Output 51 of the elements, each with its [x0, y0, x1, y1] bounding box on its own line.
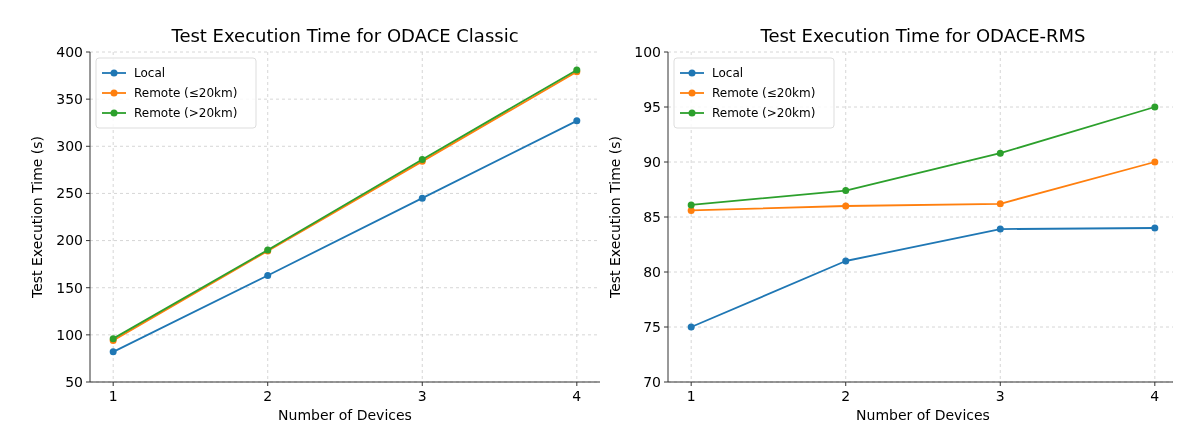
x-axis-title: Number of Devices: [278, 407, 412, 423]
x-tick-label: 1: [108, 388, 118, 404]
chart-title: Test Execution Time for ODACE Classic: [170, 25, 519, 46]
y-tick-label: 95: [643, 98, 661, 115]
y-tick-label: 80: [643, 263, 661, 280]
y-tick-label: 350: [56, 91, 83, 108]
y-axis-title: Test Execution Time (s): [607, 135, 623, 300]
legend-label: Remote (>20km): [134, 106, 238, 121]
y-tick-label: 250: [56, 185, 83, 202]
y-tick-label: 100: [56, 326, 83, 343]
y-tick-label: 75: [643, 318, 661, 335]
point: [1151, 224, 1159, 232]
y-tick-label: 400: [56, 43, 83, 60]
x-tick-label: 4: [572, 388, 582, 404]
y-axis-title: Test Execution Time (s): [29, 135, 45, 300]
legend-label: Local: [712, 66, 744, 81]
point: [996, 200, 1004, 208]
point: [687, 206, 695, 214]
x-tick-label: 1: [686, 388, 696, 404]
y-tick-label: 70: [643, 373, 661, 390]
point: [1151, 158, 1159, 166]
y-tick-label: 85: [643, 208, 661, 225]
point: [264, 271, 272, 279]
point: [418, 194, 426, 202]
point: [687, 323, 695, 331]
x-tick-label: 2: [841, 388, 851, 404]
y-tick-label: 90: [643, 153, 661, 170]
point: [687, 201, 695, 209]
point: [842, 187, 850, 195]
legend-label: Local: [134, 66, 166, 81]
x-tick-label: 3: [995, 388, 1005, 404]
point: [996, 149, 1004, 157]
y-tick-label: 150: [56, 279, 83, 296]
legend-label: Remote (≤20km): [712, 86, 816, 101]
y-tick-label: 200: [56, 232, 83, 249]
point: [1151, 103, 1159, 111]
x-tick-label: 3: [417, 388, 427, 404]
legend-label: Remote (≤20km): [134, 86, 238, 101]
legend-label: Remote (>20km): [712, 106, 816, 121]
point: [996, 225, 1004, 233]
y-tick-label: 300: [56, 138, 83, 155]
x-axis-title: Number of Devices: [856, 407, 990, 423]
point: [842, 202, 850, 210]
x-tick-label: 4: [1150, 388, 1160, 404]
y-tick-label: 50: [65, 373, 83, 390]
chart-title: Test Execution Time for ODACE-RMS: [759, 25, 1086, 46]
y-tick-label: 100: [634, 43, 661, 60]
point: [109, 348, 117, 356]
point: [573, 117, 581, 125]
x-tick-label: 2: [263, 388, 273, 404]
point: [842, 257, 850, 265]
